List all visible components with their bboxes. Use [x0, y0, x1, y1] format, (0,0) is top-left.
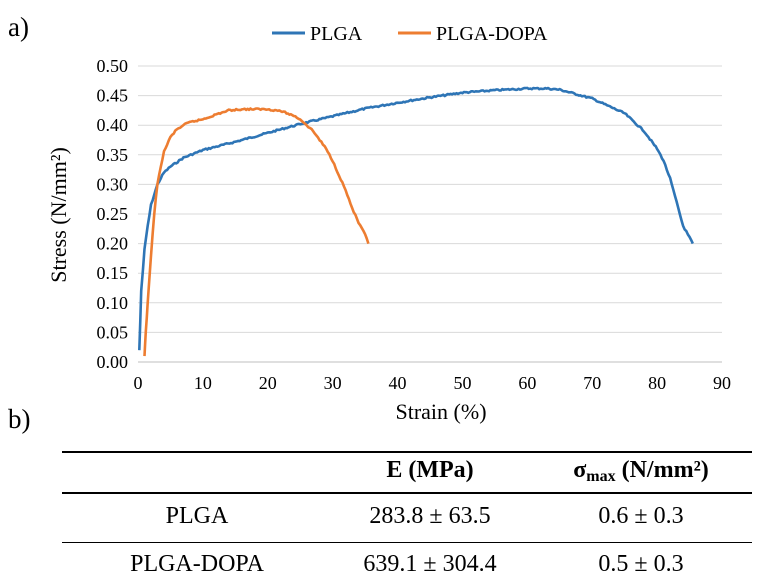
- y-tick-label: 0.10: [97, 293, 129, 313]
- table-top-rule: [62, 451, 752, 453]
- y-tick-label: 0.00: [97, 352, 129, 372]
- row-0-max-stress: 0.6 ± 0.3: [598, 503, 684, 529]
- y-tick-label: 0.30: [97, 174, 129, 194]
- y-tick-label: 0.15: [97, 263, 129, 283]
- x-tick-label: 50: [453, 373, 471, 393]
- x-tick-label: 30: [324, 373, 342, 393]
- x-tick-label: 80: [648, 373, 666, 393]
- x-tick-label: 10: [194, 373, 212, 393]
- y-tick-label: 0.40: [97, 115, 129, 135]
- series-line-plga-dopa: [143, 107, 370, 357]
- y-tick-label: 0.20: [97, 234, 129, 254]
- table-header-rule: [62, 492, 752, 494]
- x-tick-label: 40: [389, 373, 407, 393]
- grid-lines: [138, 65, 722, 333]
- y-tick-label: 0.05: [97, 322, 129, 342]
- header-modulus: E (MPa): [386, 457, 474, 483]
- y-tick-label: 0.45: [97, 86, 129, 106]
- header-max-stress: σmax (N/mm²): [530, 457, 752, 486]
- header-sigma: σ: [573, 457, 587, 483]
- series-lines: [138, 86, 694, 357]
- stress-strain-chart: 0.00 0.05 0.10 0.15 0.20 0.25 0.30 0.35 0.40 0.45…: [46, 23, 732, 424]
- panel-label-a: a): [8, 12, 29, 42]
- header-sigma-subscript: max: [586, 468, 616, 485]
- series-line-plga: [138, 86, 694, 351]
- row-1-label: PLGA-DOPA: [130, 551, 264, 577]
- table-row-rule: [62, 542, 752, 543]
- x-axis-title: Strain (%): [395, 399, 486, 424]
- row-0-modulus: 283.8 ± 63.5: [369, 503, 491, 529]
- y-tick-label: 0.35: [97, 145, 129, 165]
- x-tick-label: 70: [583, 373, 601, 393]
- row-1-modulus: 639.1 ± 304.4: [363, 551, 497, 577]
- y-tick-label: 0.25: [97, 204, 129, 224]
- axes: 0.00 0.05 0.10 0.15 0.20 0.25 0.30 0.35 0.40 0.45…: [97, 56, 732, 393]
- y-tick-label: 0.50: [97, 56, 129, 76]
- x-tick-label: 0: [134, 373, 143, 393]
- x-tick-label: 20: [259, 373, 277, 393]
- panel-label-b: b): [8, 404, 31, 434]
- row-1-max-stress: 0.5 ± 0.3: [598, 551, 684, 577]
- legend: PLGA PLGA-DOPA: [272, 23, 548, 45]
- header-sigma-unit: (N/mm²): [615, 457, 709, 483]
- legend-label-plga: PLGA: [310, 23, 363, 45]
- x-tick-label: 60: [518, 373, 536, 393]
- row-0-label: PLGA: [165, 503, 229, 529]
- y-axis-title: Stress (N/mm²): [46, 147, 71, 283]
- x-tick-label: 90: [713, 373, 731, 393]
- legend-label-plga-dopa: PLGA-DOPA: [436, 23, 548, 45]
